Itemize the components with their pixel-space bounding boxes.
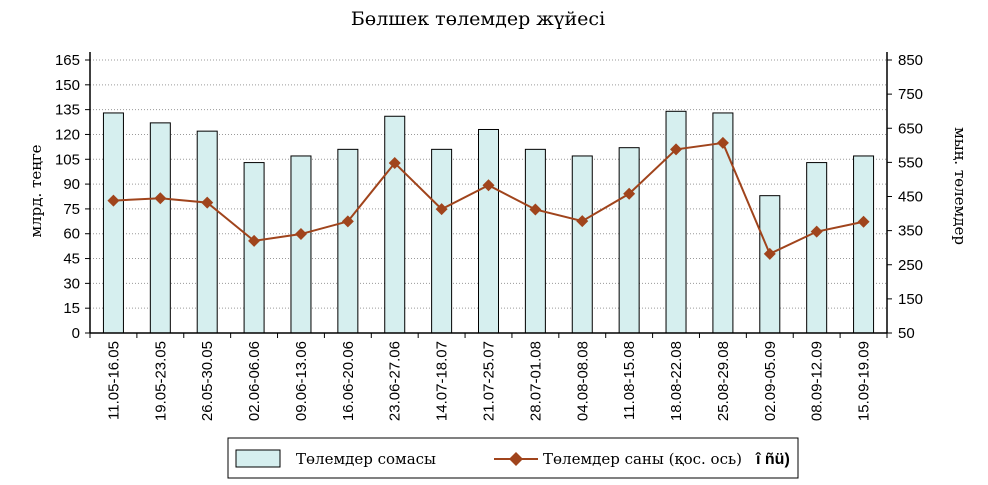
y-tick-label: 165 (55, 52, 80, 69)
series-point (857, 215, 870, 228)
series-point (154, 192, 167, 205)
y-tick-label: 120 (55, 126, 80, 143)
series-point (576, 215, 589, 228)
bar (196, 130, 218, 334)
x-tick-label: 11.05-16.05 (105, 341, 122, 420)
bar (571, 155, 593, 334)
legend-bar-swatch (235, 449, 281, 468)
series-point (107, 194, 120, 207)
legend: Төлемдер сомасы Төлемдер саны (қос. ось)… (227, 437, 799, 479)
series-point (623, 187, 636, 200)
legend-line-label: Төлемдер саны (қос. ось) (543, 450, 742, 468)
series-point (248, 234, 261, 247)
series-point (529, 203, 542, 216)
bar (853, 155, 875, 334)
x-tick-label: 23.06-27.06 (387, 341, 404, 421)
series-point (388, 157, 401, 170)
x-tick-label: 25.08-29.08 (715, 341, 732, 421)
bar (478, 128, 499, 334)
y-tick-label: 135 (55, 102, 80, 119)
series-point (435, 203, 448, 216)
legend-extra-text: î ñü) (755, 451, 790, 468)
y2-tick-label: 150 (898, 291, 923, 308)
tick-labels: 0 15 30 45 60 75 90 105 120 135 150 165 50 150 250 350 4… (55, 52, 923, 421)
x-tick-label: 11.08-15.08 (621, 341, 638, 420)
y-tick-label: 15 (63, 300, 80, 317)
x-tick-label: 16.06-20.06 (340, 341, 357, 421)
x-tick-label: 09.06-13.06 (293, 341, 310, 421)
x-tick-label: 18.08-22.08 (668, 341, 685, 421)
series-point (763, 247, 776, 260)
chart-title: Бөлшек төлемдер жүйесі (351, 8, 605, 30)
bar (618, 147, 640, 334)
x-tick-label: 26.05-30.05 (199, 341, 216, 421)
y2-tick-label: 550 (898, 154, 923, 171)
y-tick-label: 30 (63, 275, 80, 292)
series-point (716, 136, 729, 149)
series-point (810, 225, 823, 238)
x-tick-label: 21.07-25.07 (481, 341, 498, 421)
line-series (107, 136, 870, 260)
bar (149, 122, 171, 334)
x-tick-label: 14.07-18.07 (434, 341, 451, 421)
axes (85, 52, 892, 338)
bar (806, 162, 828, 334)
y-tick-label: 75 (63, 201, 80, 218)
x-tick-label: 19.05-23.05 (152, 341, 169, 421)
y2-tick-label: 850 (898, 52, 923, 69)
y2-tick-label: 250 (898, 257, 923, 274)
y-tick-label: 60 (63, 226, 80, 243)
bar (384, 115, 406, 334)
y2-axis-title: мың. төлемдер (951, 127, 969, 245)
x-tick-label: 08.09-12.09 (809, 341, 826, 421)
series-point (341, 215, 354, 228)
series-point (482, 179, 495, 192)
y2-tick-label: 750 (898, 86, 923, 103)
x-tick-label: 04.08-08.08 (574, 341, 591, 421)
legend-bar-label: Төлемдер сомасы (296, 450, 436, 468)
bar (290, 155, 312, 334)
y-tick-label: 45 (63, 251, 80, 268)
bar (759, 195, 781, 334)
series-point (201, 196, 214, 209)
bar (524, 148, 546, 334)
y-tick-label: 150 (55, 77, 80, 94)
x-tick-label: 02.06-06.06 (246, 341, 263, 421)
y2-tick-label: 650 (898, 120, 923, 137)
bar (337, 148, 359, 334)
bar (431, 148, 453, 334)
bar (243, 162, 265, 334)
x-tick-label: 28.07-01.08 (527, 341, 544, 421)
y2-tick-label: 50 (898, 325, 915, 342)
legend-line-marker (509, 452, 523, 466)
y2-tick-label: 450 (898, 189, 923, 206)
gridlines (90, 59, 887, 309)
x-tick-label: 15.09-19.09 (856, 341, 873, 421)
bar-series (102, 110, 875, 334)
y-tick-label: 90 (63, 176, 80, 193)
y2-tick-label: 350 (898, 223, 923, 240)
y-axis-title: млрд. теңге (27, 144, 45, 237)
bar (102, 112, 124, 334)
y-tick-label: 105 (55, 151, 80, 168)
series-point (294, 228, 307, 241)
x-tick-label: 02.09-05.09 (762, 341, 779, 421)
series-point (670, 143, 683, 156)
y-tick-label: 0 (72, 325, 80, 342)
